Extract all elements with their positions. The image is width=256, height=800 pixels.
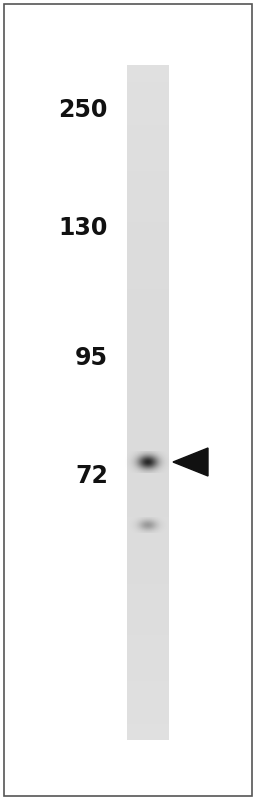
Text: 72: 72 [75,464,108,488]
Text: 130: 130 [59,216,108,240]
Text: 95: 95 [75,346,108,370]
Polygon shape [173,448,208,476]
Text: 250: 250 [59,98,108,122]
